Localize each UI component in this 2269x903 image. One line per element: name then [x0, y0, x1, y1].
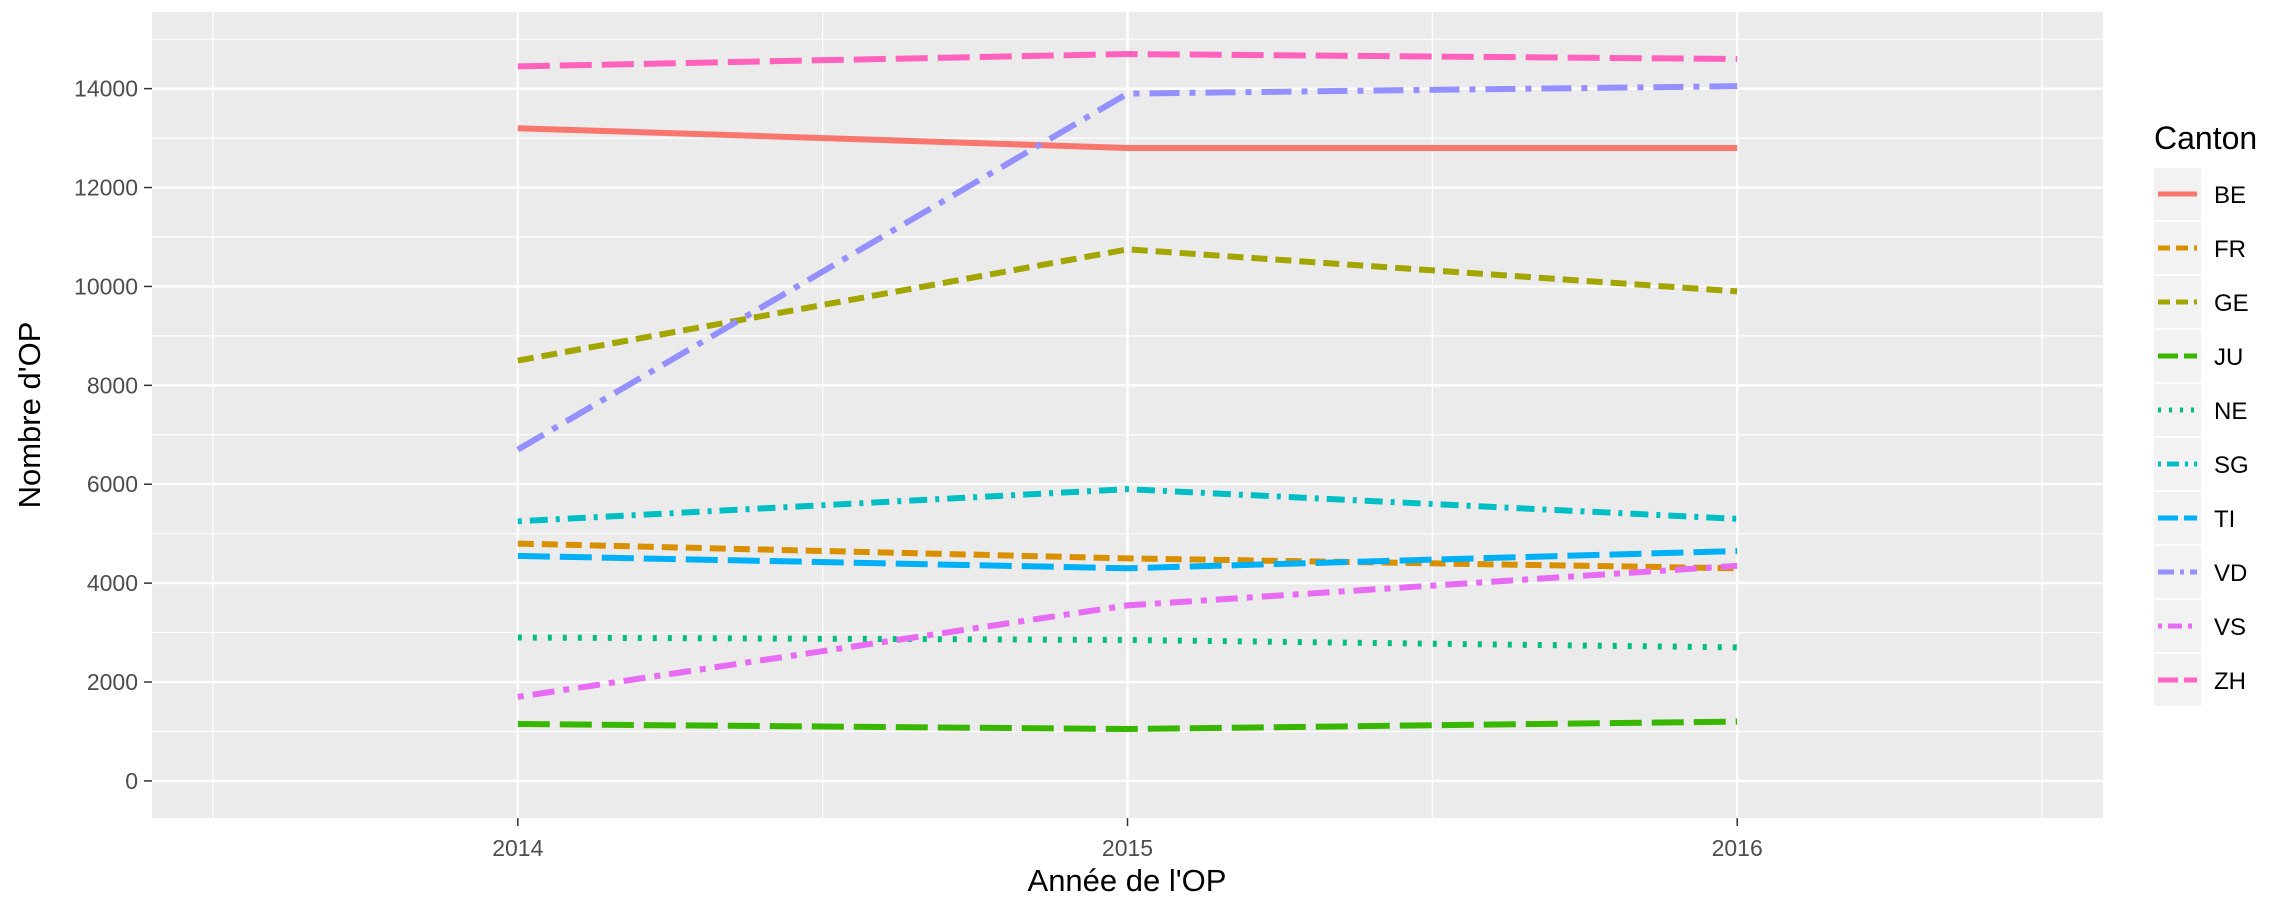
legend-label-ne: NE — [2214, 398, 2247, 425]
series-line-be — [517, 125, 1738, 151]
y-axis: 0 2000 4000 6000 8000 10000 12000 14000 — [74, 76, 152, 794]
legend-label-ju: JU — [2214, 344, 2243, 371]
y-tick-label: 14000 — [74, 76, 138, 102]
y-tick-label: 0 — [125, 768, 138, 794]
y-tick-label: 6000 — [87, 471, 138, 497]
series-line-ju — [517, 718, 1738, 732]
legend-label-ge: GE — [2214, 290, 2249, 317]
series-line-vs — [517, 562, 1738, 700]
y-tick-label: 2000 — [87, 669, 138, 695]
legend-label-be: BE — [2214, 182, 2246, 209]
grid-major — [152, 12, 2103, 818]
legend-title: Canton — [2154, 120, 2257, 156]
series-line-vd — [516, 83, 1738, 453]
series-line-ge — [517, 246, 1738, 364]
x-axis: 2014 2015 2016 — [492, 818, 1763, 861]
x-axis-title: Année de l'OP — [1028, 863, 1227, 898]
legend-label-zh: ZH — [2214, 668, 2246, 695]
x-tick-label: 2015 — [1102, 835, 1153, 861]
series-lines — [516, 51, 1738, 732]
legend-label-vd: VD — [2214, 560, 2247, 587]
legend-label-sg: SG — [2214, 452, 2249, 479]
series-line-zh — [517, 51, 1738, 70]
y-tick-label: 4000 — [87, 570, 138, 596]
legend-label-fr: FR — [2214, 236, 2246, 263]
legend-label-vs: VS — [2214, 614, 2246, 641]
y-tick-label: 12000 — [74, 175, 138, 201]
y-tick-label: 8000 — [87, 372, 138, 398]
x-tick-label: 2016 — [1712, 835, 1763, 861]
y-tick-label: 10000 — [74, 273, 138, 299]
legend-label-ti: TI — [2214, 506, 2235, 533]
series-line-ti — [517, 547, 1738, 572]
x-tick-label: 2014 — [492, 835, 543, 861]
series-line-sg — [517, 486, 1738, 525]
y-axis-title: Nombre d'OP — [12, 322, 47, 509]
series-line-fr — [517, 540, 1738, 572]
legend: Canton BE FR GE JU NE SG TI VD VS ZH — [2154, 120, 2257, 706]
